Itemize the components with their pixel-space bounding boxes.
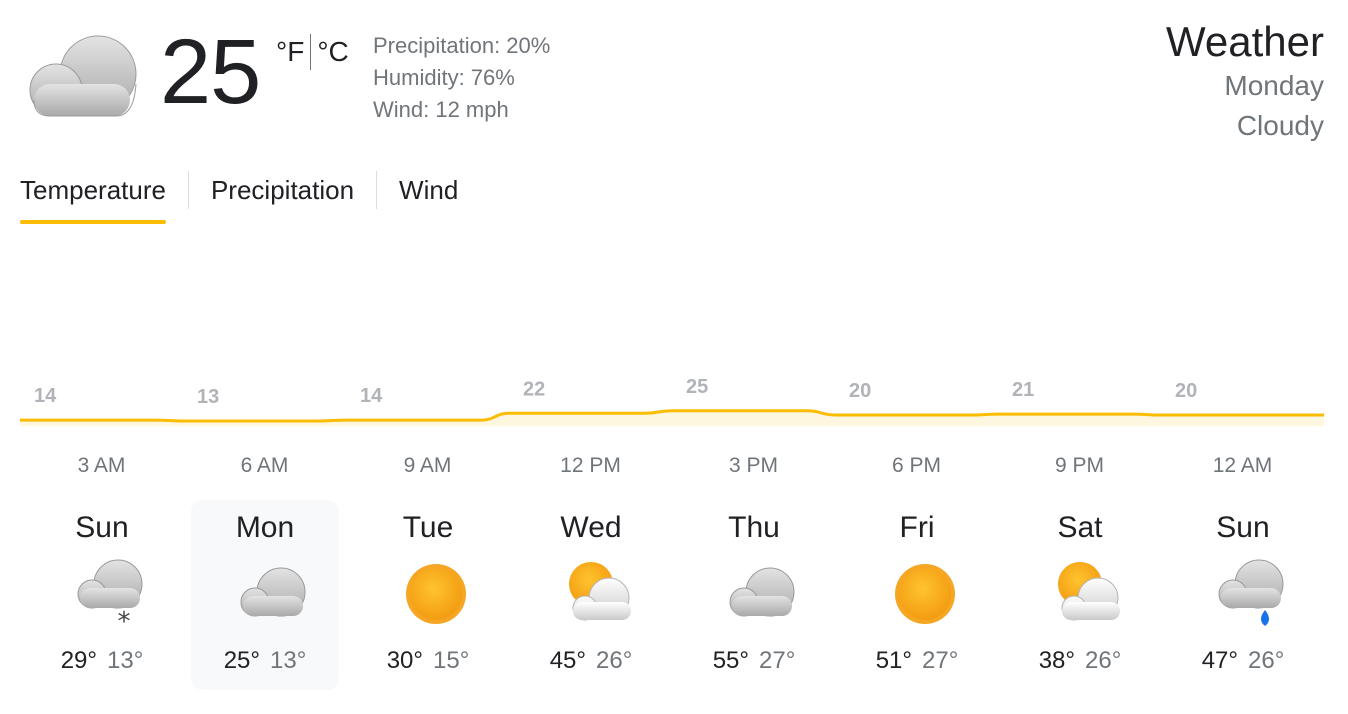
page-title: Weather [1166, 18, 1324, 65]
chart-value-label: 13 [197, 386, 219, 408]
cloud-snow-icon: * [72, 558, 148, 637]
day-card-mon[interactable]: Mon 25° 13° [191, 500, 339, 690]
sunny-icon [887, 558, 963, 630]
day-name: Sun [1216, 511, 1270, 544]
cloudy-icon [20, 34, 140, 118]
day-temperatures: 55° 27° [680, 646, 828, 676]
day-temperatures: 45° 26° [517, 646, 665, 676]
sunny-icon [398, 558, 474, 630]
cloudy-icon [724, 558, 800, 630]
unit-divider [310, 34, 312, 70]
fahrenheit-toggle[interactable]: °F [276, 36, 305, 67]
tab-temperature[interactable]: Temperature [20, 168, 166, 224]
chart-value-label: 21 [1012, 379, 1034, 401]
tab-wind[interactable]: Wind [399, 175, 459, 205]
tab-divider [187, 171, 189, 209]
chart-line [20, 409, 1324, 423]
high-temperature: 38° [1038, 647, 1075, 674]
celsius-toggle[interactable]: °C [317, 36, 349, 67]
high-temperature: 29° [60, 647, 97, 674]
chart-value-label: 22 [523, 378, 545, 400]
day-card-sat[interactable]: Sat 38° 26° [1006, 500, 1154, 690]
low-temperature: 27° [759, 647, 796, 674]
high-temperature: 25° [223, 647, 260, 674]
cloud-rain-icon [1213, 558, 1289, 630]
chart-tabs: Temperature Precipitation Wind [20, 168, 459, 224]
day-name: Wed [560, 511, 622, 544]
precipitation-text: Precipitation: 20% [373, 33, 551, 58]
low-temperature: 13° [270, 647, 307, 674]
low-temperature: 26° [1085, 647, 1122, 674]
chart-x-label: 12 AM [1213, 454, 1273, 477]
day-temperatures: 29° 13° [28, 646, 176, 676]
low-temperature: 13° [107, 647, 144, 674]
high-temperature: 55° [712, 647, 749, 674]
chart-x-label: 12 PM [560, 454, 621, 477]
low-temperature: 26° [596, 647, 633, 674]
chart-value-label: 20 [849, 380, 871, 402]
day-card-fri[interactable]: Fri 51° 27° [843, 500, 991, 690]
day-temperatures: 51° 27° [843, 646, 991, 676]
day-temperatures: 25° 13° [191, 646, 339, 676]
low-temperature: 26° [1248, 647, 1285, 674]
chart-value-label: 14 [360, 385, 383, 407]
current-condition: Cloudy [1236, 110, 1324, 141]
chart-x-label: 9 AM [404, 454, 452, 477]
chart-x-label: 3 AM [78, 454, 126, 477]
svg-text:*: * [118, 607, 131, 630]
day-card-thu[interactable]: Thu 55° 27° [680, 500, 828, 690]
chart-value-label: 14 [34, 385, 57, 407]
day-temperatures: 30° 15° [354, 646, 502, 676]
high-temperature: 51° [875, 647, 912, 674]
day-temperatures: 47° 26° [1169, 646, 1317, 676]
chart-x-label: 6 PM [892, 454, 941, 477]
tab-precipitation[interactable]: Precipitation [210, 175, 355, 205]
header-summary: Weather Monday Cloudy [1166, 18, 1324, 146]
low-temperature: 15° [433, 647, 470, 674]
day-card-wed[interactable]: Wed 45° 26° [517, 500, 665, 690]
chart-x-label: 9 PM [1055, 454, 1104, 477]
daily-forecast: Sun * 29° 13° Mon 25° 13° Tue 30° 15° [20, 500, 1324, 690]
tab-divider [376, 171, 378, 209]
day-name: Tue [402, 511, 454, 544]
day-name: Sun [75, 511, 129, 544]
partly-cloudy-icon [1050, 558, 1126, 630]
wind-text: Wind: 12 mph [373, 97, 509, 122]
chart-x-label: 6 AM [241, 454, 289, 477]
day-temperatures: 38° 26° [1006, 646, 1154, 676]
current-temperature: 25 [160, 21, 261, 123]
day-name: Fri [899, 511, 935, 544]
temperature-chart: 14 3 AM 13 6 AM 14 9 AM 22 12 PM 25 3 PM 20 6 PM 21 9… [20, 376, 1324, 477]
chart-x-label: 3 PM [729, 454, 778, 477]
day-card-sun[interactable]: Sun 47° 26° [1169, 500, 1317, 690]
chart-value-label: 25 [686, 376, 708, 398]
current-day: Monday [1224, 70, 1324, 101]
high-temperature: 45° [549, 647, 586, 674]
day-name: Mon [235, 511, 295, 544]
unit-toggle: °F °C [276, 34, 349, 70]
day-card-sun[interactable]: Sun * 29° 13° [28, 500, 176, 690]
high-temperature: 30° [386, 647, 423, 674]
day-card-tue[interactable]: Tue 30° 15° [354, 500, 502, 690]
chart-value-label: 20 [1175, 380, 1197, 402]
day-name: Sat [1057, 511, 1103, 544]
partly-cloudy-icon [561, 558, 637, 630]
cloudy-icon [235, 558, 311, 630]
day-name: Thu [728, 511, 780, 544]
high-temperature: 47° [1201, 647, 1238, 674]
humidity-text: Humidity: 76% [373, 65, 515, 90]
current-details: Precipitation: 20% Humidity: 76% Wind: 1… [373, 30, 550, 126]
low-temperature: 27° [922, 647, 959, 674]
